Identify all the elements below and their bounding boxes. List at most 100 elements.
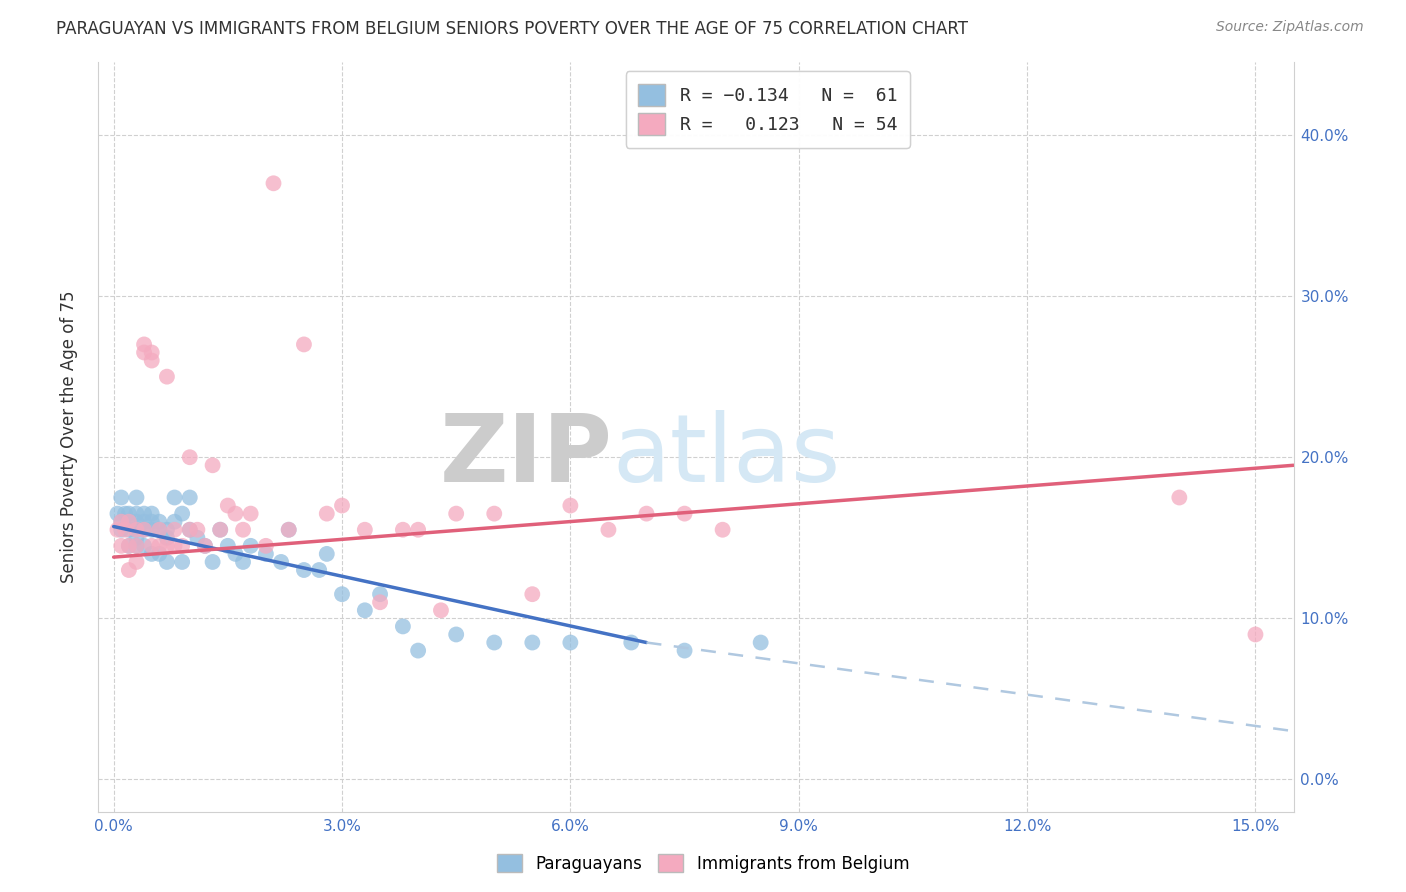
Point: [315, 547, 337, 561]
Point: [598, 523, 620, 537]
Point: [148, 547, 170, 561]
Text: ZIP: ZIP: [440, 409, 613, 502]
Point: [132, 523, 155, 537]
Point: [224, 547, 246, 561]
Point: [749, 635, 772, 649]
Point: [110, 491, 132, 505]
Point: [141, 345, 163, 359]
Point: [444, 507, 467, 521]
Point: [620, 635, 643, 649]
Point: [209, 523, 232, 537]
Point: [522, 635, 544, 649]
Y-axis label: Seniors Poverty Over the Age of 75: Seniors Poverty Over the Age of 75: [59, 291, 77, 583]
Point: [217, 499, 239, 513]
Point: [132, 515, 155, 529]
Point: [118, 515, 141, 529]
Point: [292, 337, 315, 351]
Point: [132, 507, 155, 521]
Point: [209, 523, 232, 537]
Point: [277, 523, 299, 537]
Point: [239, 539, 262, 553]
Point: [172, 507, 194, 521]
Point: [132, 337, 155, 351]
Point: [179, 523, 201, 537]
Point: [194, 539, 217, 553]
Point: [141, 353, 163, 368]
Point: [148, 539, 170, 553]
Point: [232, 523, 254, 537]
Point: [217, 539, 239, 553]
Point: [484, 635, 506, 649]
Point: [107, 523, 129, 537]
Point: [125, 531, 148, 545]
Point: [292, 563, 315, 577]
Point: [444, 627, 467, 641]
Point: [118, 515, 141, 529]
Legend: R = −0.134   N =  61, R =   0.123   N = 54: R = −0.134 N = 61, R = 0.123 N = 54: [626, 71, 910, 148]
Point: [110, 515, 132, 529]
Point: [277, 523, 299, 537]
Point: [125, 539, 148, 553]
Point: [201, 458, 224, 473]
Point: [156, 369, 179, 384]
Point: [156, 539, 179, 553]
Point: [201, 555, 224, 569]
Point: [1168, 491, 1191, 505]
Point: [148, 523, 170, 537]
Point: [636, 507, 658, 521]
Point: [353, 603, 375, 617]
Point: [125, 515, 148, 529]
Point: [110, 515, 132, 529]
Point: [392, 523, 415, 537]
Point: [186, 531, 208, 545]
Point: [194, 539, 217, 553]
Point: [107, 507, 129, 521]
Point: [186, 523, 208, 537]
Point: [141, 539, 163, 553]
Point: [125, 507, 148, 521]
Point: [110, 539, 132, 553]
Point: [125, 539, 148, 553]
Point: [522, 587, 544, 601]
Text: PARAGUAYAN VS IMMIGRANTS FROM BELGIUM SENIORS POVERTY OVER THE AGE OF 75 CORRELA: PARAGUAYAN VS IMMIGRANTS FROM BELGIUM SE…: [56, 20, 969, 37]
Point: [132, 345, 155, 359]
Point: [125, 523, 148, 537]
Point: [263, 176, 285, 190]
Point: [172, 539, 194, 553]
Point: [172, 555, 194, 569]
Point: [118, 563, 141, 577]
Point: [156, 523, 179, 537]
Point: [711, 523, 734, 537]
Point: [141, 507, 163, 521]
Point: [406, 643, 429, 657]
Point: [560, 635, 582, 649]
Point: [141, 515, 163, 529]
Point: [232, 555, 254, 569]
Point: [148, 515, 170, 529]
Point: [239, 507, 262, 521]
Point: [163, 539, 186, 553]
Point: [125, 491, 148, 505]
Point: [254, 547, 277, 561]
Point: [163, 491, 186, 505]
Point: [179, 523, 201, 537]
Point: [110, 523, 132, 537]
Point: [141, 523, 163, 537]
Point: [118, 507, 141, 521]
Point: [368, 595, 391, 609]
Point: [179, 491, 201, 505]
Legend: Paraguayans, Immigrants from Belgium: Paraguayans, Immigrants from Belgium: [489, 847, 917, 880]
Point: [132, 539, 155, 553]
Point: [118, 539, 141, 553]
Point: [673, 507, 696, 521]
Point: [179, 450, 201, 465]
Point: [392, 619, 415, 633]
Point: [1244, 627, 1267, 641]
Point: [114, 523, 136, 537]
Point: [132, 523, 155, 537]
Point: [156, 555, 179, 569]
Point: [254, 539, 277, 553]
Point: [270, 555, 292, 569]
Point: [315, 507, 337, 521]
Point: [125, 555, 148, 569]
